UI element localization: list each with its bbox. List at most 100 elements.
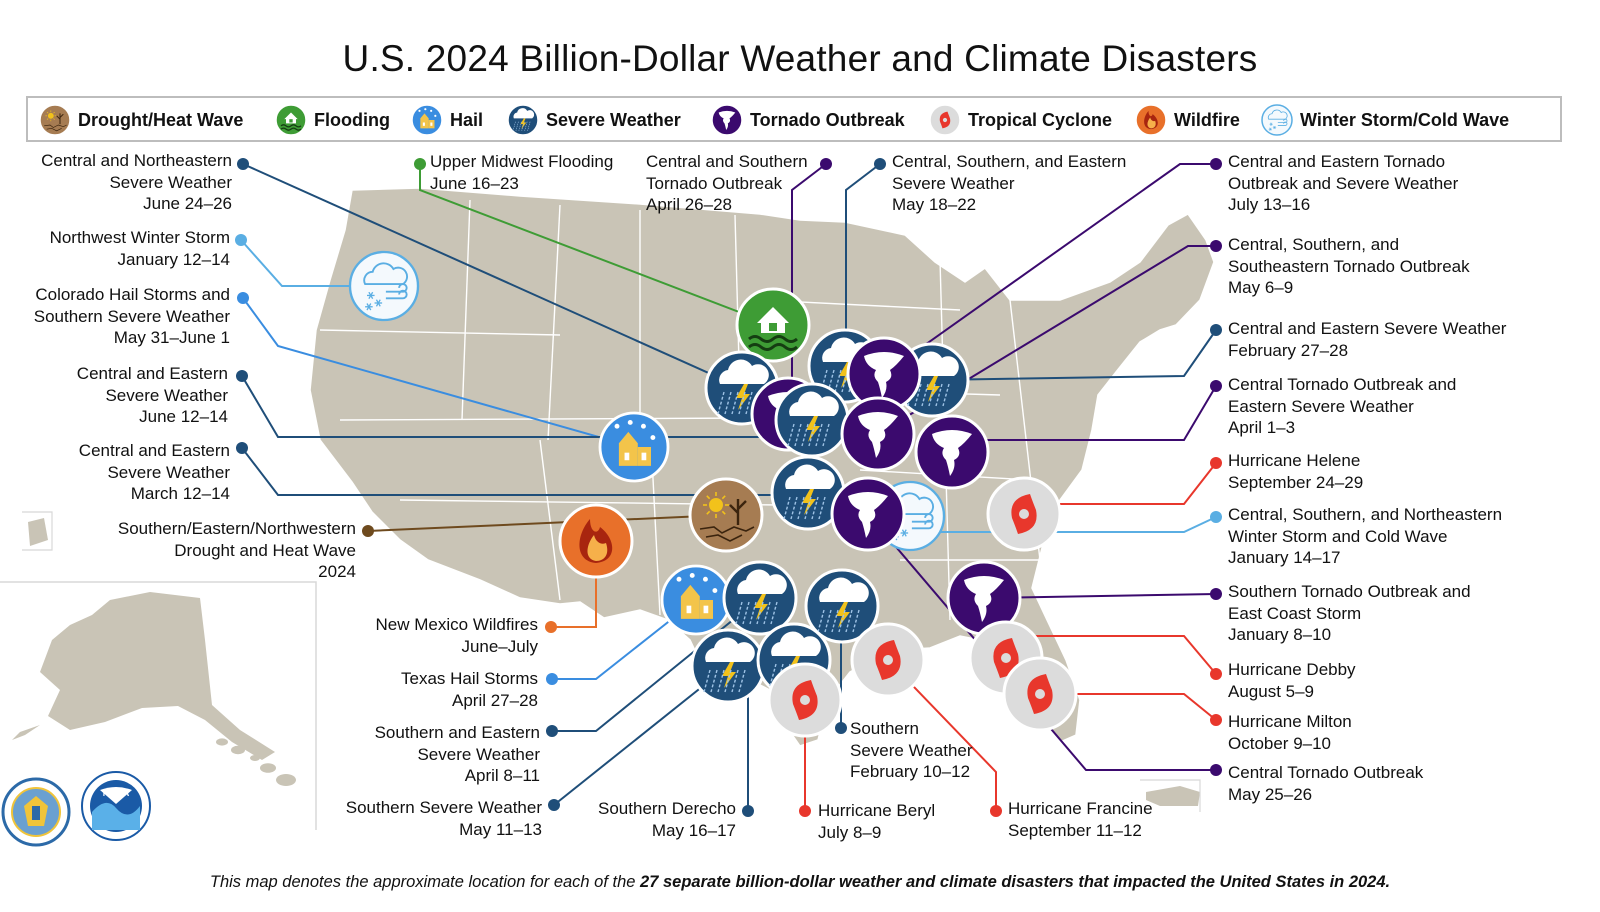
event-label-line: May 6–9 (1228, 278, 1294, 297)
footnote: This map denotes the approximate locatio… (209, 873, 1391, 891)
hawaii-island (216, 738, 228, 746)
event-label-line: Hurricane Beryl (818, 801, 936, 820)
leader-dot-e10 (1210, 158, 1222, 170)
leader-dot-e17 (1210, 668, 1222, 680)
leader-dot-e1 (237, 158, 249, 170)
event-label-line: Central Tornado Outbreak and (1228, 375, 1457, 394)
event-label-line: Colorado Hail Storms and (35, 285, 230, 304)
event-label-e19: Central Tornado Outbreak May 25–26 (1228, 762, 1423, 805)
tornado-icon (711, 104, 743, 136)
leader-dot-e26 (835, 722, 847, 734)
leader-dot-e15 (1210, 511, 1222, 523)
flood-icon (275, 104, 307, 136)
event-label-line: Southern Tornado Outbreak and (1228, 582, 1471, 601)
leader-dot-e2 (235, 234, 247, 246)
event-label-e5: Central and Eastern Severe Weather March 1… (79, 440, 230, 505)
hail-icon (598, 411, 670, 483)
tornado-icon (830, 476, 906, 552)
event-label-e9: Central, Southern, and Eastern Severe Wea… (892, 151, 1126, 216)
tropical-icon (986, 476, 1062, 552)
event-label-e20: New Mexico Wildfires June–July (376, 614, 538, 657)
event-label-line: August 5–9 (1228, 681, 1315, 701)
leader-line-e16 (983, 593, 1217, 599)
leader-line-e21 (552, 599, 697, 680)
aleutian-shape (12, 725, 40, 740)
wildfire-icon (1135, 104, 1167, 136)
event-label-e22: Southern and Eastern Severe Weather April … (375, 722, 540, 787)
leader-dot-e7 (414, 158, 426, 170)
leader-dot-e3 (237, 292, 249, 304)
severe-icon (690, 628, 766, 704)
event-label-line: Southern Severe Weather (33, 306, 230, 326)
legend-label: Wildfire (1174, 110, 1240, 130)
event-label-line: Winter Storm and Cold Wave (1228, 526, 1448, 546)
leader-dot-e23 (548, 799, 560, 811)
event-label-line: June–July (461, 636, 538, 656)
event-label-line: July 13–16 (1228, 195, 1311, 214)
event-label-line: Severe Weather (892, 173, 1015, 193)
event-label-line: Tornado Outbreak (646, 173, 783, 193)
event-label-line: Central and Eastern Severe Weather (1228, 319, 1507, 338)
event-label-e11: Central, Southern, and Southeastern Torna… (1228, 234, 1470, 299)
leader-dot-e14 (1210, 457, 1222, 469)
event-label-line: Severe Weather (850, 740, 973, 760)
event-label-e2: Northwest Winter Storm January 12–14 (50, 227, 230, 270)
leader-line-e1 (242, 163, 743, 389)
legend-label: Severe Weather (546, 110, 681, 130)
alaska-shape (40, 592, 275, 760)
drought-icon (39, 104, 71, 136)
legend-label: Hail (450, 110, 484, 130)
tornado-icon (840, 396, 916, 472)
event-label-line: January 14–17 (1228, 548, 1341, 567)
legend-label: Flooding (314, 110, 390, 130)
event-label-e4: Central and Eastern Severe Weather June 12… (77, 363, 228, 428)
state-border (539, 439, 561, 601)
leader-line-e19 (867, 513, 1216, 771)
event-label-line: February 10–12 (850, 762, 971, 781)
event-label-e8: Central and Southern Tornado Outbreak Apri… (646, 151, 808, 216)
event-label-line: March 12–14 (130, 484, 230, 503)
event-label-line: January 12–14 (117, 249, 230, 269)
event-label-e10: Central and Eastern Tornado Outbreak and … (1228, 151, 1458, 216)
flood-icon (735, 287, 811, 363)
event-label-line: Southern Severe Weather (345, 798, 542, 817)
tropical-icon (1002, 656, 1078, 732)
event-label-line: June 24–26 (143, 194, 232, 213)
event-label-line: Southern (850, 719, 919, 738)
event-label-line: 2024 (318, 562, 356, 581)
leader-line-e13 (952, 385, 1217, 441)
hawaii-island (250, 755, 260, 761)
hawaii-island (260, 763, 276, 773)
event-label-e23: Southern Severe Weather May 11–13 (346, 797, 542, 840)
leader-line-e3 (242, 297, 635, 448)
event-label-line: Central and Southern (646, 152, 808, 171)
event-label-e14: Hurricane Helene September 24–29 (1228, 450, 1363, 493)
event-label-line: Upper Midwest Flooding (430, 152, 614, 171)
event-label-line: Severe Weather (107, 462, 230, 482)
event-label-e27: Hurricane Francine September 11–12 (1008, 798, 1153, 841)
event-label-line: Severe Weather (105, 385, 228, 405)
event-label-line: Severe Weather (417, 744, 540, 764)
state-border (547, 204, 561, 441)
leader-dot-e13 (1210, 380, 1222, 392)
event-label-e6: Southern/Eastern/Northwestern Drought and… (118, 518, 356, 583)
severe-icon (722, 560, 798, 636)
event-label-line: Hurricane Debby (1228, 660, 1356, 679)
event-label-line: Southern Derecho (598, 799, 736, 818)
event-label-e13: Central Tornado Outbreak and Eastern Seve… (1228, 374, 1456, 439)
leader-dot-e9 (874, 158, 886, 170)
event-label-e25: Hurricane Beryl July 8–9 (818, 800, 935, 843)
event-label-e7: Upper Midwest Flooding June 16–23 (430, 151, 613, 194)
event-label-line: Eastern Severe Weather (1228, 396, 1414, 416)
event-label-line: Central, Southern, and Eastern (892, 152, 1127, 171)
event-label-line: May 18–22 (892, 195, 977, 214)
leader-line-e11 (877, 245, 1216, 435)
hawaii-island (276, 774, 296, 786)
leader-line-e17 (1006, 635, 1217, 675)
event-label-line: Southern/Eastern/Northwestern (117, 519, 356, 538)
event-label-line: Hurricane Milton (1228, 712, 1352, 731)
legend-label: Tropical Cyclone (968, 110, 1113, 130)
event-label-e15: Central, Southern, and Northeastern Winte… (1228, 504, 1502, 569)
leader-line-e27 (887, 659, 997, 811)
